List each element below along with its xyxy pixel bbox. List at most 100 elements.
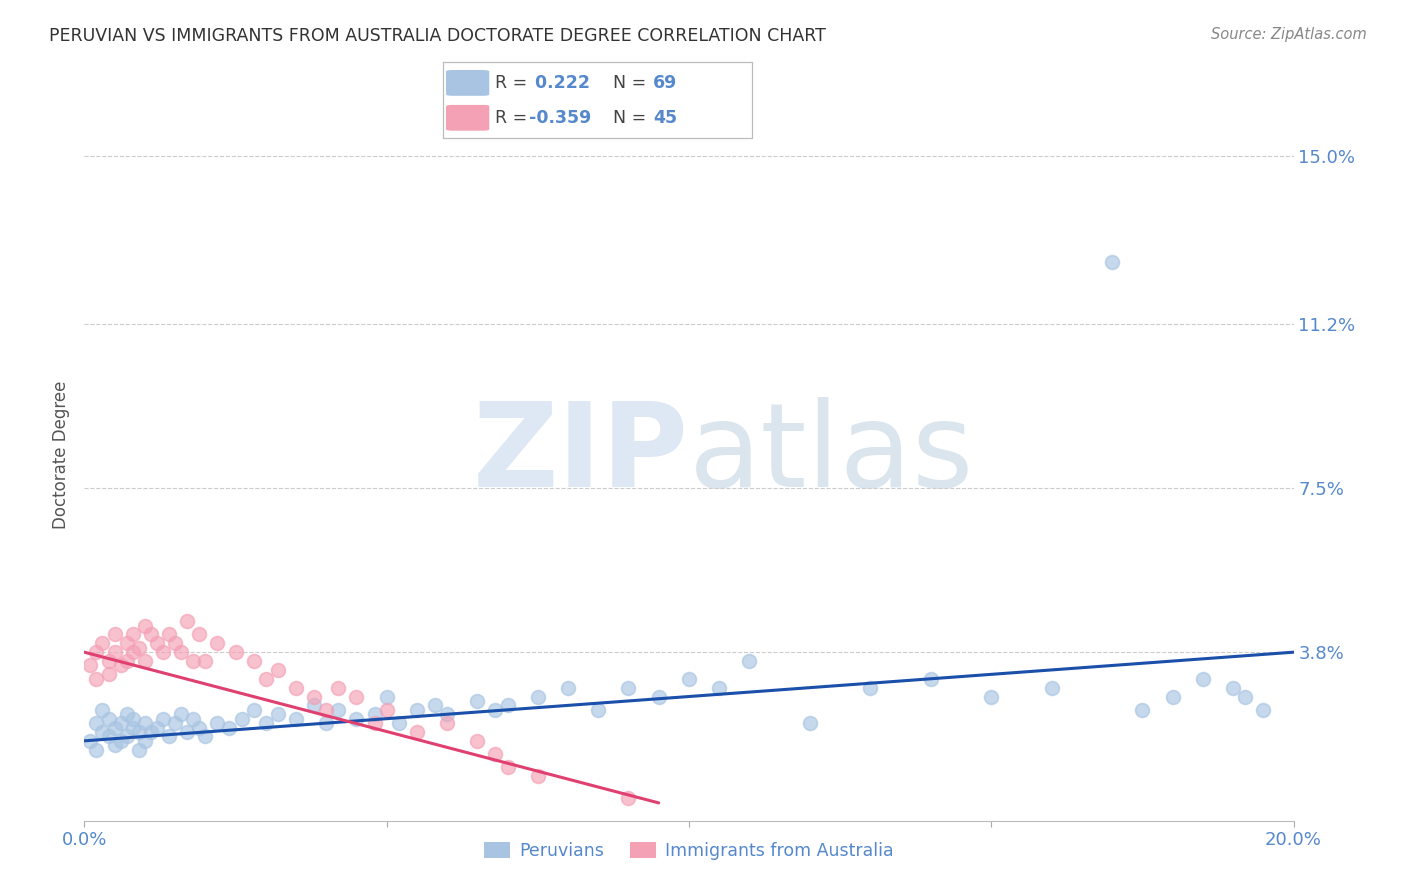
- Point: [91, 725, 114, 739]
- Point: [115, 636, 138, 650]
- Point: [406, 725, 429, 739]
- Point: [388, 716, 411, 731]
- Point: [139, 725, 162, 739]
- Text: ZIP: ZIP: [472, 398, 689, 512]
- Point: [346, 712, 368, 726]
- Point: [91, 636, 114, 650]
- Point: [678, 672, 700, 686]
- Point: [1192, 672, 1215, 686]
- Point: [146, 721, 169, 735]
- Text: R =: R =: [495, 109, 533, 127]
- Point: [188, 627, 211, 641]
- Point: [328, 703, 350, 717]
- Point: [484, 703, 506, 717]
- Point: [617, 681, 640, 695]
- Point: [176, 614, 198, 628]
- Point: [152, 712, 174, 726]
- Point: [128, 725, 150, 739]
- Point: [86, 716, 108, 731]
- Point: [302, 698, 325, 713]
- Point: [254, 716, 277, 731]
- Point: [176, 725, 198, 739]
- Text: atlas: atlas: [689, 398, 974, 512]
- Point: [165, 716, 187, 731]
- Point: [104, 627, 127, 641]
- Point: [170, 645, 193, 659]
- Point: [97, 654, 120, 668]
- Point: [134, 716, 156, 731]
- Point: [104, 721, 127, 735]
- Point: [121, 645, 143, 659]
- Point: [157, 627, 180, 641]
- Point: [315, 703, 337, 717]
- Point: [115, 707, 138, 722]
- Point: [165, 636, 187, 650]
- FancyBboxPatch shape: [446, 105, 489, 130]
- Point: [254, 672, 277, 686]
- Point: [79, 734, 101, 748]
- Point: [134, 734, 156, 748]
- Text: N =: N =: [613, 109, 652, 127]
- Point: [406, 703, 429, 717]
- Point: [423, 698, 446, 713]
- Point: [86, 645, 108, 659]
- Point: [134, 618, 156, 632]
- Point: [121, 712, 143, 726]
- Point: [104, 739, 127, 753]
- Point: [110, 734, 132, 748]
- Point: [218, 721, 240, 735]
- Text: R =: R =: [495, 74, 533, 92]
- Point: [146, 636, 169, 650]
- Point: [363, 716, 385, 731]
- Text: PERUVIAN VS IMMIGRANTS FROM AUSTRALIA DOCTORATE DEGREE CORRELATION CHART: PERUVIAN VS IMMIGRANTS FROM AUSTRALIA DO…: [49, 27, 827, 45]
- Y-axis label: Doctorate Degree: Doctorate Degree: [52, 381, 70, 529]
- Point: [375, 703, 398, 717]
- Point: [97, 730, 120, 744]
- Point: [170, 707, 193, 722]
- Point: [285, 681, 308, 695]
- Point: [121, 627, 143, 641]
- FancyBboxPatch shape: [446, 70, 489, 95]
- Point: [86, 742, 108, 756]
- Point: [97, 667, 120, 681]
- Point: [267, 707, 290, 722]
- Text: Source: ZipAtlas.com: Source: ZipAtlas.com: [1211, 27, 1367, 42]
- Point: [709, 681, 731, 695]
- Point: [467, 734, 489, 748]
- Point: [97, 712, 120, 726]
- Point: [110, 658, 132, 673]
- Point: [231, 712, 253, 726]
- Text: 45: 45: [654, 109, 678, 127]
- Point: [315, 716, 337, 731]
- Point: [467, 694, 489, 708]
- Point: [346, 690, 368, 704]
- Point: [648, 690, 671, 704]
- Text: 0.222: 0.222: [530, 74, 591, 92]
- Point: [375, 690, 398, 704]
- Point: [557, 681, 579, 695]
- Point: [242, 703, 264, 717]
- Point: [181, 654, 204, 668]
- Point: [496, 698, 519, 713]
- Point: [152, 645, 174, 659]
- Legend: Peruvians, Immigrants from Australia: Peruvians, Immigrants from Australia: [478, 835, 900, 867]
- Point: [1222, 681, 1244, 695]
- Point: [436, 716, 458, 731]
- Point: [1161, 690, 1184, 704]
- Point: [207, 716, 229, 731]
- Point: [1040, 681, 1063, 695]
- Point: [1130, 703, 1153, 717]
- Point: [115, 730, 138, 744]
- Point: [859, 681, 882, 695]
- Point: [86, 672, 108, 686]
- Text: N =: N =: [613, 74, 652, 92]
- Point: [1101, 255, 1123, 269]
- Point: [436, 707, 458, 722]
- Point: [128, 640, 150, 655]
- Point: [302, 690, 325, 704]
- Point: [157, 730, 180, 744]
- Point: [207, 636, 229, 650]
- Point: [79, 658, 101, 673]
- Point: [139, 627, 162, 641]
- Point: [225, 645, 247, 659]
